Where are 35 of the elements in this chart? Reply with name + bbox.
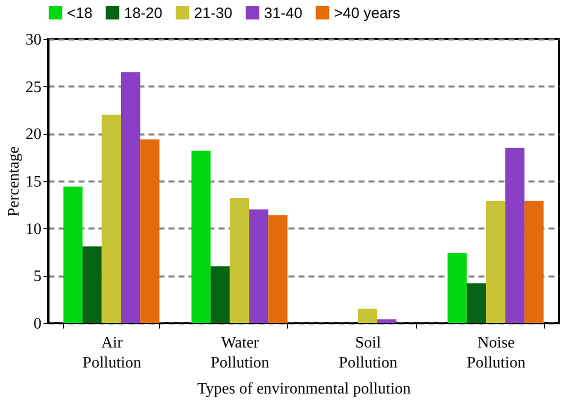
legend-label: 31-40 <box>264 4 302 22</box>
x-axis-title: Types of environmental pollution <box>197 380 411 398</box>
bar <box>210 266 230 323</box>
bar <box>82 246 102 323</box>
bar <box>63 186 83 323</box>
y-tick-label: 25 <box>26 78 42 96</box>
y-tick-label: 30 <box>26 32 42 48</box>
y-axis-title: Percentage <box>6 146 22 217</box>
y-tick-label: 20 <box>26 126 42 144</box>
bar <box>140 139 160 323</box>
y-tick-label: 5 <box>34 268 42 286</box>
bar <box>249 209 268 323</box>
x-tick-label: Noise Pollution <box>466 334 526 372</box>
legend-label: 18-20 <box>124 4 162 22</box>
legend-label: >40 years <box>334 4 400 22</box>
bar <box>121 72 140 323</box>
bar <box>358 308 378 323</box>
x-tick-label: Air Pollution <box>82 334 142 372</box>
bar <box>191 150 211 323</box>
legend-label: 21-30 <box>194 4 232 22</box>
bar <box>505 148 524 323</box>
x-tick-label: Soil Pollution <box>338 334 398 372</box>
bar <box>524 200 544 323</box>
y-tick-label: 0 <box>34 316 42 332</box>
legend-label: <18 <box>67 4 92 22</box>
bar <box>486 200 506 323</box>
y-tick-label: 10 <box>26 220 42 238</box>
bar <box>377 319 396 323</box>
y-tick-label: 15 <box>26 174 42 190</box>
bar <box>230 198 250 323</box>
bar <box>466 283 486 323</box>
bar <box>448 252 467 323</box>
bar <box>102 114 121 323</box>
x-tick-label: Water Pollution <box>210 334 270 372</box>
bar <box>268 215 288 323</box>
